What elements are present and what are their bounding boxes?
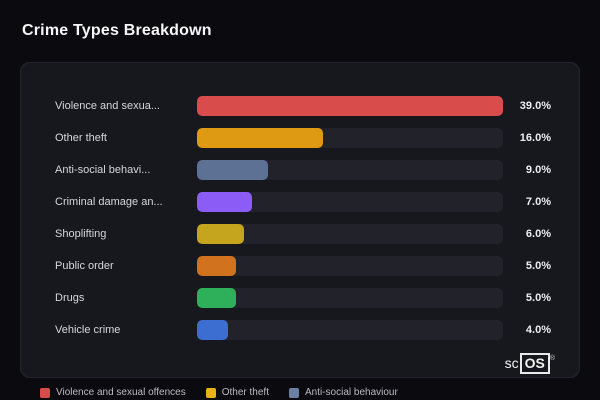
bar-row: Shoplifting 6.0% <box>55 218 551 250</box>
page-title: Crime Types Breakdown <box>22 22 212 39</box>
bar-track <box>197 96 503 116</box>
bar[interactable] <box>197 160 268 180</box>
bar[interactable] <box>197 256 237 276</box>
category-label: Violence and sexua... <box>55 100 160 112</box>
bar-track <box>197 288 503 308</box>
bar-track <box>197 192 503 212</box>
bar-row: Vehicle crime 4.0% <box>55 314 551 346</box>
registered-mark-icon: ® <box>549 355 555 362</box>
category-label: Other theft <box>55 132 107 144</box>
value-label: 6.0% <box>525 228 551 240</box>
legend-label: Other theft <box>221 387 269 398</box>
bar[interactable] <box>197 192 252 212</box>
bar[interactable] <box>197 288 237 308</box>
chart-legend: Violence and sexual offences Other theft A… <box>40 387 398 398</box>
bar-row: Criminal damage an... 7.0% <box>55 186 551 218</box>
value-label: 4.0% <box>525 324 551 336</box>
bar-track <box>197 320 503 340</box>
bar[interactable] <box>197 320 229 340</box>
value-label: 5.0% <box>525 292 551 304</box>
bar-track <box>197 128 503 148</box>
bar-track <box>197 256 503 276</box>
category-label: Vehicle crime <box>55 324 121 336</box>
value-label: 39.0% <box>519 100 551 112</box>
legend-swatch-icon <box>40 387 50 398</box>
legend-label: Anti-social behaviour <box>304 387 398 398</box>
bar-track <box>197 160 503 180</box>
bar[interactable] <box>197 128 323 148</box>
category-label: Shoplifting <box>55 228 107 240</box>
category-label: Drugs <box>55 292 85 304</box>
category-label: Anti-social behavi... <box>55 164 151 176</box>
bar-row: Drugs 5.0% <box>55 282 551 314</box>
category-label: Public order <box>55 260 114 272</box>
bar-row: Violence and sexua... 39.0% <box>55 90 551 122</box>
value-label: 9.0% <box>525 164 551 176</box>
value-label: 7.0% <box>525 196 551 208</box>
legend-swatch-icon <box>288 387 299 398</box>
scos-logo-prefix: sc <box>504 355 519 371</box>
legend-item[interactable]: Other theft <box>205 387 269 398</box>
legend-item[interactable]: Violence and sexual offences <box>40 387 186 398</box>
category-label: Criminal damage an... <box>55 196 163 208</box>
value-label: 16.0% <box>519 132 551 144</box>
bar-track <box>197 224 503 244</box>
bar-row: Public order 5.0% <box>55 250 551 282</box>
bar-row: Other theft 16.0% <box>55 122 551 154</box>
scos-logo: sc OS ® <box>504 353 555 374</box>
bar[interactable] <box>197 224 245 244</box>
legend-label: Violence and sexual offences <box>56 387 186 398</box>
legend-swatch-icon <box>205 387 216 398</box>
legend-item[interactable]: Anti-social behaviour <box>288 387 398 398</box>
bar-chart: Violence and sexua... 39.0% Other theft 16.… <box>55 90 551 346</box>
bar[interactable] <box>197 96 503 116</box>
bar-row: Anti-social behavi... 9.0% <box>55 154 551 186</box>
chart-card: Violence and sexua... 39.0% Other theft 16.… <box>20 62 580 378</box>
value-label: 5.0% <box>525 260 551 272</box>
scos-logo-box: OS <box>519 353 550 374</box>
